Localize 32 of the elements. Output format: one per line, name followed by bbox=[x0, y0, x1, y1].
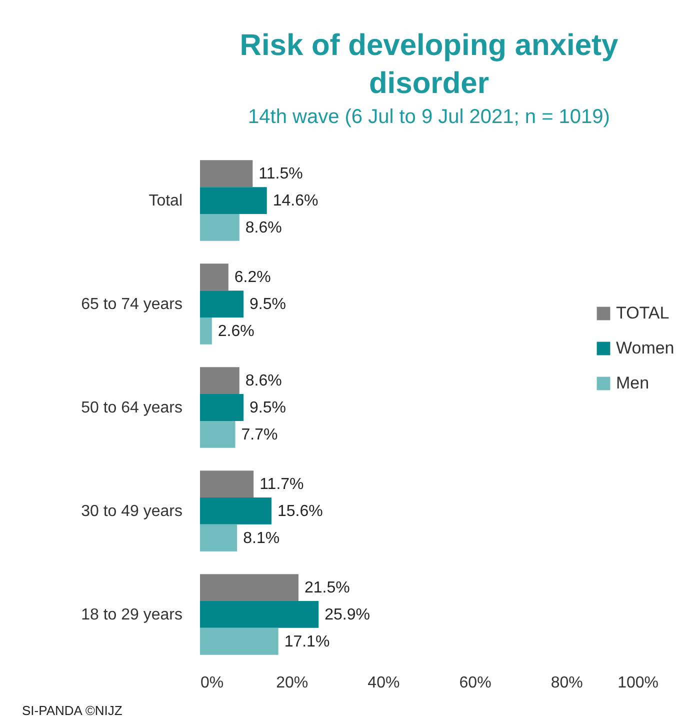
y-tick-label: 30 to 49 years bbox=[81, 502, 182, 520]
legend-label: Women bbox=[616, 338, 674, 358]
data-label: 21.5% bbox=[304, 580, 350, 597]
chart-subtitle: 14th wave (6 Jul to 9 Jul 2021; n = 1019) bbox=[248, 106, 610, 128]
text: SI-PANDA ©NIJZ bbox=[22, 703, 122, 718]
legend-label: TOTAL bbox=[616, 304, 670, 322]
y-tick-label: 50 to 64 years bbox=[81, 400, 182, 416]
data-label: 17.1% bbox=[284, 633, 330, 650]
chart-title: Risk of developing anxiety disorder bbox=[240, 29, 619, 100]
data-label: 7.7% bbox=[241, 426, 278, 444]
y-tick-label: 65 to 74 years bbox=[81, 296, 182, 314]
data-label: 8.6% bbox=[245, 372, 282, 390]
x-tick-label: 80% bbox=[550, 674, 583, 692]
legend-label: Men bbox=[616, 374, 650, 392]
x-tick-label: 20% bbox=[276, 674, 308, 692]
y-tick-label: Total bbox=[148, 192, 182, 210]
data-label: 2.6% bbox=[218, 322, 254, 340]
data-label: 25.9% bbox=[324, 606, 370, 624]
x-tick-label: 100% bbox=[618, 674, 658, 692]
data-label: 6.2% bbox=[234, 269, 271, 286]
data-label: 11.7% bbox=[260, 476, 304, 494]
x-tick-label: 60% bbox=[459, 674, 492, 692]
data-label: 8.1% bbox=[243, 530, 280, 547]
data-label: 14.6% bbox=[272, 192, 318, 210]
data-label: 9.5% bbox=[250, 400, 286, 416]
x-tick-label: 40% bbox=[368, 674, 400, 692]
y-tick-label: 18 to 29 years bbox=[81, 606, 182, 624]
data-label: 9.5% bbox=[250, 296, 286, 314]
data-label: 8.6% bbox=[245, 219, 282, 236]
data-label: 11.5% bbox=[258, 166, 303, 183]
x-tick-label: 0% bbox=[200, 674, 224, 692]
data-label: 15.6% bbox=[277, 502, 323, 520]
